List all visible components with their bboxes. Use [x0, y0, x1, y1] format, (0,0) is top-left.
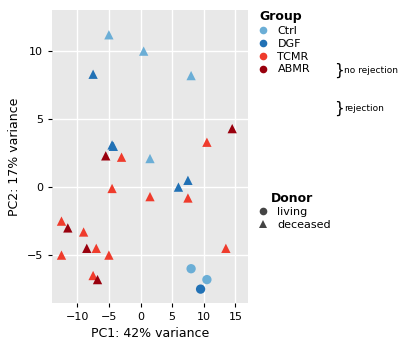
Point [188, 266, 194, 271]
Point [58, 218, 65, 224]
Y-axis label: PC2: 17% variance: PC2: 17% variance [8, 97, 21, 216]
Point [90, 273, 96, 278]
Point [204, 277, 210, 282]
Point [65, 225, 71, 231]
Point [58, 252, 65, 258]
Point [84, 246, 90, 251]
Point [185, 178, 191, 183]
Point [102, 153, 109, 159]
Point [109, 186, 115, 191]
Point [90, 72, 96, 77]
Point [185, 195, 191, 201]
X-axis label: PC1: 42% variance: PC1: 42% variance [91, 327, 209, 340]
Point [109, 142, 115, 148]
Text: }: } [334, 100, 344, 116]
Point [106, 32, 112, 37]
Point [147, 156, 153, 161]
Text: no rejection: no rejection [344, 66, 398, 75]
Point [175, 184, 182, 190]
Point [197, 286, 204, 292]
Point [140, 49, 147, 54]
Point [93, 246, 100, 251]
Point [223, 246, 229, 251]
Legend: living, deceased: living, deceased [252, 192, 331, 230]
Point [204, 139, 210, 145]
Point [188, 73, 194, 78]
Point [118, 154, 125, 160]
Point [80, 229, 87, 235]
Point [110, 143, 116, 149]
Point [147, 194, 153, 200]
Point [229, 126, 235, 131]
Point [94, 277, 101, 282]
Point [106, 252, 112, 258]
Text: rejection: rejection [344, 104, 384, 112]
Text: }: } [334, 63, 344, 78]
